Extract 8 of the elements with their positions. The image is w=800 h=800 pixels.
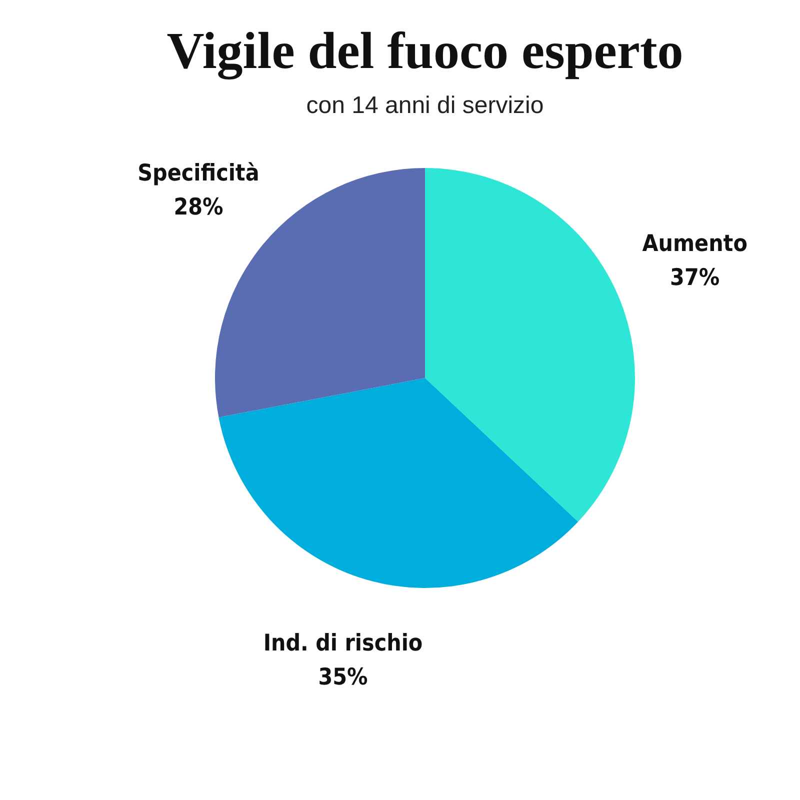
data-label: 37% [670,265,720,292]
chart-title: Vigile del fuoco esperto [166,22,684,81]
slice-label: Specificità [138,160,260,187]
slice-label: Ind. di rischio [263,630,423,656]
slice-label: Aumento [642,231,748,258]
data-label: 35% [318,664,368,690]
data-label: 28% [174,194,224,221]
chart-subtitle: con 14 anni di servizio [305,92,545,120]
